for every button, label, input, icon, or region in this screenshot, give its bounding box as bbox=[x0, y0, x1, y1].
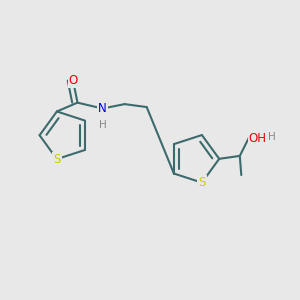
Text: OH: OH bbox=[249, 132, 267, 145]
Text: H: H bbox=[268, 132, 275, 142]
Text: H: H bbox=[99, 120, 106, 130]
Text: S: S bbox=[198, 176, 206, 189]
Text: S: S bbox=[53, 153, 61, 166]
Text: O: O bbox=[68, 74, 78, 87]
Text: N: N bbox=[98, 102, 107, 115]
